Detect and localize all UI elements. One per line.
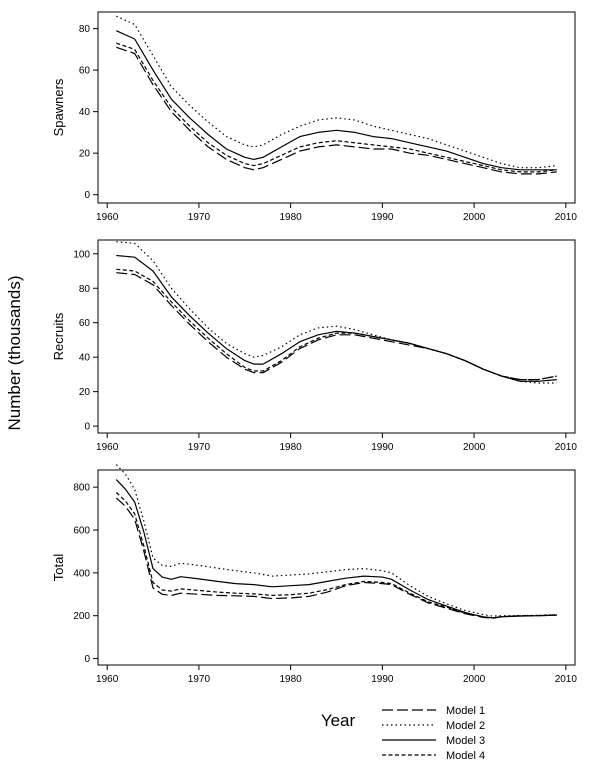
spawners-ylabel: Spawners xyxy=(51,78,66,136)
recruits-y-tick-label: 20 xyxy=(79,387,91,398)
spawners-y-tick-label: 0 xyxy=(84,190,90,201)
recruits-series-model-2 xyxy=(116,241,557,384)
total-x-tick-label: 1960 xyxy=(96,674,119,685)
spawners-plot-frame xyxy=(97,11,576,204)
legend-label-model-3: Model 3 xyxy=(446,735,485,747)
spawners-x-tick-label: 1970 xyxy=(188,212,211,223)
legend-label-model-1: Model 1 xyxy=(446,705,485,717)
total-x-tick-label: 1970 xyxy=(188,674,211,685)
recruits-x-tick-label: 2010 xyxy=(555,442,578,453)
spawners-series-model-1 xyxy=(116,46,557,175)
spawners-y-tick-label: 60 xyxy=(79,66,91,77)
figure-xlabel: Year xyxy=(321,711,356,730)
recruits-x-tick-label: 2000 xyxy=(463,442,486,453)
total-y-tick-label: 400 xyxy=(73,568,90,579)
total-series-model-3 xyxy=(115,479,557,619)
recruits-y-tick-label: 40 xyxy=(79,353,91,364)
spawners-x-tick-label: 2000 xyxy=(463,212,486,223)
total-y-tick-label: 800 xyxy=(73,483,90,494)
recruits-x-tick-label: 1970 xyxy=(188,442,211,453)
spawners-x-tick-label: 2010 xyxy=(555,212,578,223)
total-plot-frame xyxy=(97,469,576,666)
recruits-plot-frame xyxy=(97,239,576,434)
recruits-x-tick-label: 1980 xyxy=(280,442,303,453)
total-panel: 1960 1970 1980 1990 2000 2010 0 200 400 600 800 Tot… xyxy=(51,464,578,685)
total-y-tick-label: 0 xyxy=(84,654,90,665)
spawners-series-model-3 xyxy=(116,30,557,171)
total-x-tick-label: 2000 xyxy=(463,674,486,685)
legend-label-model-2: Model 2 xyxy=(446,720,485,732)
recruits-x-tick-label: 1960 xyxy=(96,442,119,453)
spawners-series-model-2 xyxy=(116,15,557,169)
recruits-y-tick-label: 100 xyxy=(73,249,90,260)
total-x-tick-label: 1990 xyxy=(371,674,394,685)
spawners-series-model-4 xyxy=(116,42,557,173)
total-y-tick-label: 200 xyxy=(73,611,90,622)
total-series-model-2 xyxy=(115,464,557,617)
spawners-x-tick-label: 1990 xyxy=(371,212,394,223)
legend-label-model-4: Model 4 xyxy=(446,750,485,762)
total-x-tick-label: 2010 xyxy=(555,674,578,685)
spawners-x-tick-label: 1960 xyxy=(96,212,119,223)
total-ylabel: Total xyxy=(51,554,66,582)
total-series-model-1 xyxy=(115,497,557,619)
recruits-ylabel: Recruits xyxy=(51,312,66,360)
spawners-y-tick-label: 40 xyxy=(79,107,91,118)
recruits-series-model-3 xyxy=(116,254,557,382)
recruits-series-model-4 xyxy=(116,268,557,381)
legend: Model 1 Model 2 Model 3 Model 4 xyxy=(382,705,485,762)
total-y-tick-label: 600 xyxy=(73,526,90,537)
recruits-y-tick-label: 0 xyxy=(84,422,90,433)
spawners-y-tick-label: 20 xyxy=(79,149,91,160)
recruits-y-tick-label: 80 xyxy=(79,284,91,295)
recruits-panel: 1960 1970 1980 1990 2000 2010 0 20 40 60 80 100 Recr… xyxy=(51,239,578,453)
figure-ylabel: Number (thousands) xyxy=(5,276,24,431)
total-x-tick-label: 1980 xyxy=(280,674,303,685)
total-series-model-4 xyxy=(115,492,557,619)
spawners-panel: 1960 1970 1980 1990 2000 2010 0 20 40 60 80 Spawner… xyxy=(51,11,578,223)
recruits-x-tick-label: 1990 xyxy=(371,442,394,453)
recruits-y-tick-label: 60 xyxy=(79,318,91,329)
spawners-y-tick-label: 80 xyxy=(79,24,91,35)
spawners-x-tick-label: 1980 xyxy=(280,212,303,223)
